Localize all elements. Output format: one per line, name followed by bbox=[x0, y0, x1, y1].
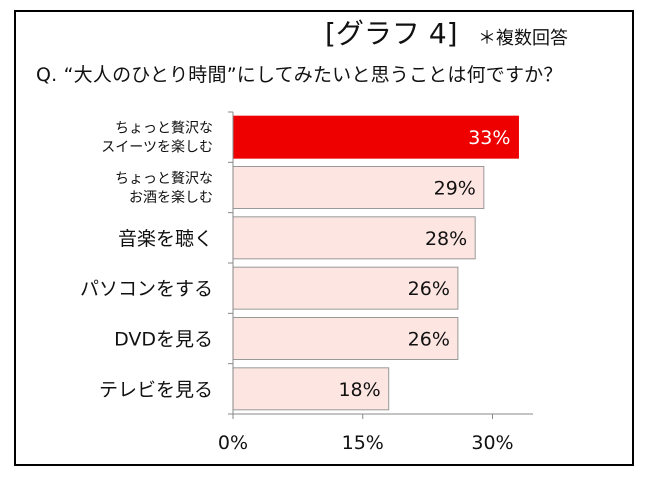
bar-value-label: 26% bbox=[408, 329, 450, 351]
chart-frame bbox=[14, 10, 634, 466]
bar bbox=[232, 317, 459, 360]
bar-value-label: 18% bbox=[338, 379, 380, 401]
x-tick-label: 0% bbox=[218, 432, 248, 454]
category-label: お酒を楽しむ bbox=[129, 190, 213, 206]
bar-value-label: 26% bbox=[408, 278, 450, 300]
category-label: DVDを見る bbox=[114, 329, 213, 351]
x-tick-label: 15% bbox=[342, 432, 384, 454]
category-label: ちょっと贅沢な bbox=[115, 120, 213, 137]
category-label: テレビを見る bbox=[99, 379, 213, 401]
bar bbox=[232, 115, 519, 159]
x-tick-label: 30% bbox=[471, 432, 513, 454]
category-label: 音楽を聴く bbox=[118, 228, 213, 250]
multiple-answer-note: ＊複数回答 bbox=[478, 28, 568, 49]
bar-value-label: 29% bbox=[434, 178, 476, 200]
category-label: ちょっと贅沢な bbox=[115, 170, 213, 187]
bar bbox=[232, 216, 476, 260]
survey-question: Q. “大人のひとり時間”にしてみたいと思うことは何ですか？ bbox=[36, 64, 563, 86]
category-label: スイーツを楽しむ bbox=[101, 140, 213, 156]
bar bbox=[232, 166, 485, 209]
bar bbox=[232, 266, 459, 310]
category-label: パソコンをする bbox=[80, 278, 213, 300]
bar bbox=[232, 367, 390, 411]
graph-number-label: [グラフ 4] bbox=[325, 17, 458, 50]
bar-value-label: 33% bbox=[468, 127, 510, 149]
bar-value-label: 28% bbox=[425, 228, 467, 250]
